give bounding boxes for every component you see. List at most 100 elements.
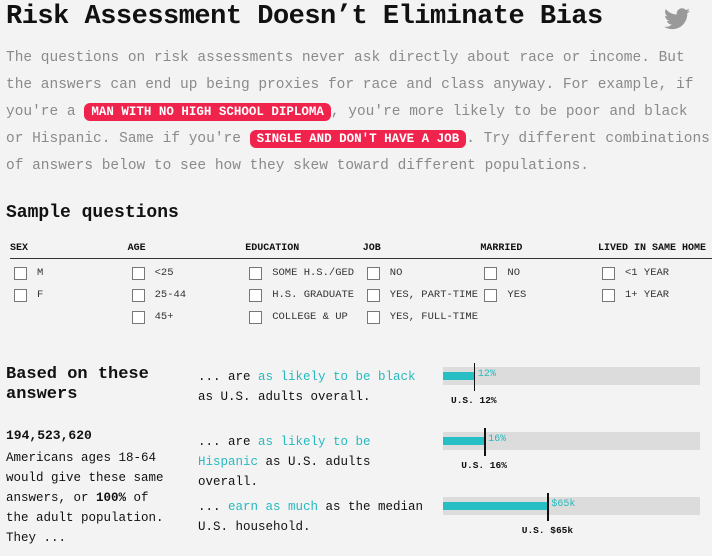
column-header: SEX xyxy=(10,243,130,259)
option-label: F xyxy=(37,289,44,301)
question-column: MARRIED NO YES xyxy=(480,243,601,306)
bar-track: 12% U.S. 12% xyxy=(443,363,700,406)
bar-track: $65k U.S. $65k xyxy=(443,493,700,536)
highlight-pill[interactable]: SINGLE AND DON'T HAVE A JOB xyxy=(249,130,467,148)
options: SOME H.S./GED H.S. GRADUATE COLLEGE & UP xyxy=(245,262,363,328)
checkbox[interactable] xyxy=(249,288,263,302)
option[interactable]: <25 xyxy=(128,262,246,284)
option[interactable]: NO xyxy=(363,262,481,284)
bar xyxy=(443,372,474,380)
checkbox[interactable] xyxy=(14,266,27,280)
intro-text: . Try different combinations of answers … xyxy=(6,131,710,174)
question-column: JOB NO YES, PART-TIME YES, FULL-TIME xyxy=(362,243,483,328)
option[interactable]: 45+ xyxy=(128,306,246,328)
value-label: 16% xyxy=(488,434,507,445)
twitter-icon[interactable] xyxy=(664,8,690,30)
option-label: YES, FULL-TIME xyxy=(389,311,479,323)
checkbox[interactable] xyxy=(484,288,498,302)
desc-text: of the adult population. They ... xyxy=(6,491,164,545)
value-label: 12% xyxy=(477,369,496,380)
option-label: 1+ YEAR xyxy=(625,289,670,301)
question-column: LIVED IN SAME HOME <1 YEAR 1+ YEAR xyxy=(598,243,712,306)
option-label: <25 xyxy=(154,267,174,279)
option[interactable]: YES, PART-TIME xyxy=(363,284,481,306)
text: as the median U.S. household. xyxy=(198,500,424,534)
comparison-text: ... are as likely to be Hispanic as U.S.… xyxy=(198,432,433,492)
option-label: <1 YEAR xyxy=(625,267,670,279)
option[interactable]: F xyxy=(10,284,128,306)
intro-text: , you're more likely to be poor and blac… xyxy=(6,104,688,147)
us-label: U.S. 16% xyxy=(461,460,507,471)
option[interactable]: M xyxy=(10,262,128,284)
checkbox[interactable] xyxy=(366,266,380,280)
us-label: U.S. $65k xyxy=(521,525,574,536)
questions-heading: Sample questions xyxy=(6,203,179,223)
text: ... are xyxy=(198,435,259,449)
bar-track: 16% U.S. 16% xyxy=(443,428,700,471)
comparison-text: ... are as likely to be black as U.S. ad… xyxy=(198,367,433,407)
column-header: EDUCATION xyxy=(245,243,366,259)
checkbox[interactable] xyxy=(484,266,498,280)
bar xyxy=(443,502,548,510)
us-marker xyxy=(484,428,486,456)
options: <1 YEAR 1+ YEAR xyxy=(598,262,712,306)
us-label: U.S. 12% xyxy=(451,395,497,406)
option[interactable]: H.S. GRADUATE xyxy=(245,284,363,306)
checkbox[interactable] xyxy=(131,288,145,302)
bar xyxy=(443,437,485,445)
title: Risk Assessment Doesn’t Eliminate Bias xyxy=(6,2,603,32)
link[interactable]: as likely to be black xyxy=(258,370,416,384)
option[interactable]: 25-44 xyxy=(128,284,246,306)
option-label: SOME H.S./GED xyxy=(272,267,355,279)
option[interactable]: <1 YEAR xyxy=(598,262,712,284)
checkbox[interactable] xyxy=(249,310,263,324)
intro: The questions on risk assessments never … xyxy=(6,45,712,180)
us-marker xyxy=(547,493,549,521)
option[interactable]: COLLEGE & UP xyxy=(245,306,363,328)
checkbox[interactable] xyxy=(366,310,380,324)
question-column: EDUCATION SOME H.S./GED H.S. GRADUATE COLLE… xyxy=(245,243,366,328)
intro-text: The questions on risk assessments never … xyxy=(6,50,694,120)
question-column: AGE <25 25-44 45+ xyxy=(127,243,248,328)
option-label: COLLEGE & UP xyxy=(272,311,348,323)
text: ... xyxy=(198,500,229,514)
column-header: JOB xyxy=(362,243,483,259)
options: NO YES xyxy=(480,262,598,306)
highlight-pill[interactable]: MAN WITH NO HIGH SCHOOL DIPLOMA xyxy=(84,103,331,121)
option-label: 45+ xyxy=(154,311,174,323)
option-label: NO xyxy=(389,267,403,279)
option[interactable]: NO xyxy=(480,262,598,284)
text: as U.S. adults overall. xyxy=(198,455,371,489)
column-header: LIVED IN SAME HOME xyxy=(598,243,712,259)
comparison-text: ... earn as much as the median U.S. hous… xyxy=(198,497,433,537)
question-column: SEX M F xyxy=(10,243,130,306)
option-label: M xyxy=(37,267,44,279)
desc-text: Americans ages 18-64 would give these sa… xyxy=(6,451,164,505)
description: Americans ages 18-64 would give these sa… xyxy=(6,448,176,548)
option-label: H.S. GRADUATE xyxy=(272,289,355,301)
checkbox[interactable] xyxy=(366,288,380,302)
checkbox[interactable] xyxy=(14,288,27,302)
link[interactable]: earn as much xyxy=(228,500,319,514)
checkbox[interactable] xyxy=(131,310,145,324)
option-label: 25-44 xyxy=(154,289,187,301)
option[interactable]: YES xyxy=(480,284,598,306)
option[interactable]: YES, FULL-TIME xyxy=(363,306,481,328)
checkbox[interactable] xyxy=(249,266,263,280)
options: <25 25-44 45+ xyxy=(128,262,246,328)
option-label: YES xyxy=(507,289,527,301)
checkbox[interactable] xyxy=(131,266,145,280)
checkbox[interactable] xyxy=(602,288,615,302)
options: NO YES, PART-TIME YES, FULL-TIME xyxy=(363,262,481,328)
link[interactable]: as likely to be Hispanic xyxy=(198,435,371,469)
checkbox[interactable] xyxy=(602,266,615,280)
option[interactable]: 1+ YEAR xyxy=(598,284,712,306)
value-label: $65k xyxy=(551,499,576,510)
text: as U.S. adults overall. xyxy=(198,390,371,404)
option[interactable]: SOME H.S./GED xyxy=(245,262,363,284)
column-header: MARRIED xyxy=(480,243,601,259)
count: 194,523,620 xyxy=(6,428,92,443)
results-heading: Based on these answers xyxy=(6,365,149,404)
